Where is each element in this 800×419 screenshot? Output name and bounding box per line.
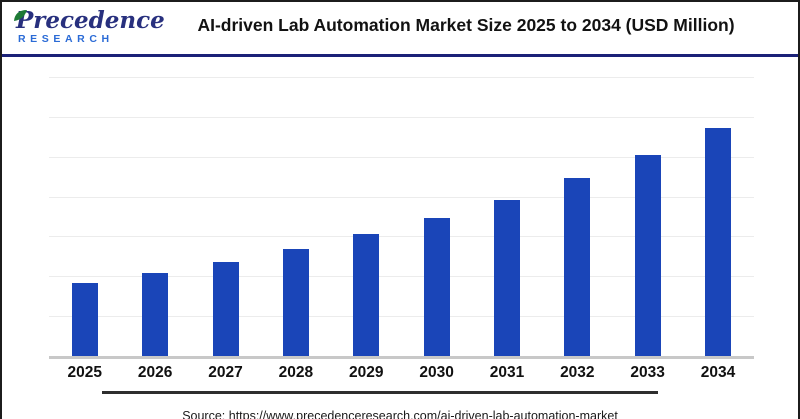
x-axis-label-2029: 2029 [348, 364, 384, 381]
x-axis-label-2034: 2034 [700, 364, 736, 381]
x-axis-label-2028: 2028 [278, 364, 314, 381]
x-axis-label-2025: 2025 [67, 364, 103, 381]
bar-2027 [212, 261, 239, 356]
bar-2026 [142, 272, 169, 356]
logo-brand-secondary: RESEARCH [18, 33, 114, 45]
x-axis-label-2030: 2030 [419, 364, 454, 381]
x-axis-label-2027: 2027 [208, 364, 243, 381]
bar-2031 [493, 199, 520, 356]
x-axis-label-2026: 2026 [137, 364, 173, 381]
bar-2030 [423, 218, 450, 356]
footer-divider [102, 391, 658, 394]
bar-2029 [353, 234, 380, 356]
header-divider-rule [2, 54, 798, 57]
logo-brand-primary: Precedence [16, 7, 165, 34]
gridline [49, 156, 754, 158]
precedence-research-logo: Precedence RESEARCH [14, 9, 165, 45]
chart-title: AI-driven Lab Automation Market Size 202… [197, 15, 735, 35]
source-citation: Source: https://www.precedenceresearch.c… [182, 409, 618, 419]
bar-2025 [71, 283, 98, 356]
bar-2034 [705, 128, 732, 356]
gridline [49, 236, 754, 238]
gridline [49, 276, 754, 278]
x-axis-label-2031: 2031 [489, 364, 525, 381]
plot-area [49, 77, 754, 359]
x-axis-label-2032: 2032 [560, 364, 595, 381]
logo-wordmark: Precedence [14, 9, 165, 32]
gridline [49, 196, 754, 198]
gridline [49, 316, 754, 318]
leaf-icon [13, 4, 29, 27]
bar-2033 [634, 154, 661, 356]
header: Precedence RESEARCH AI-driven Lab Automa… [2, 2, 798, 54]
gridline [49, 77, 754, 78]
x-axis-label-2033: 2033 [630, 364, 665, 381]
bar-2032 [564, 178, 591, 356]
bar-2028 [282, 248, 309, 356]
gridline [49, 116, 754, 118]
